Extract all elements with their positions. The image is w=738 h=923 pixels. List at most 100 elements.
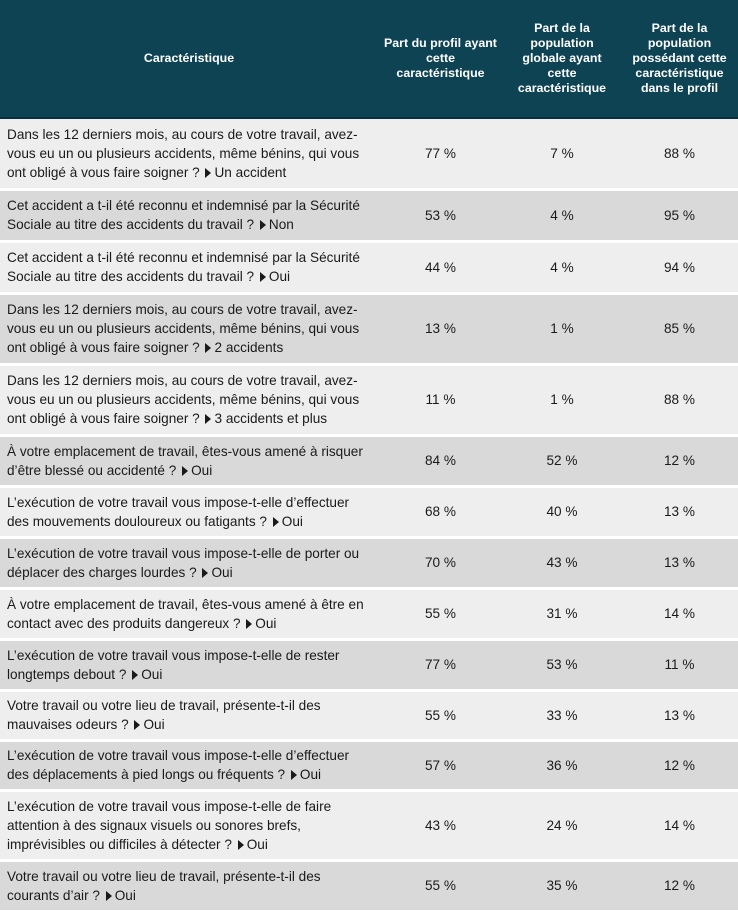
answer-text: Oui [211, 564, 233, 580]
value-part-population-globale: 35 % [503, 860, 621, 913]
value-part-population-globale: 7 % [503, 118, 621, 191]
value-part-population-globale: 40 % [503, 486, 621, 539]
value-part-population-globale: 1 % [503, 364, 621, 437]
row-characteristic: Cet accident a t-il été reconnu et indem… [0, 189, 378, 243]
row-characteristic: L’exécution de votre travail vous impose… [0, 486, 378, 539]
row-characteristic: L’exécution de votre travail vous impose… [0, 790, 378, 862]
table-row: À votre emplacement de travail, êtes-vou… [0, 588, 738, 641]
answer-text: Non [268, 217, 294, 232]
value-part-du-profil: 68 % [378, 486, 503, 539]
value-part-population-dans-profil: 11 % [621, 639, 738, 692]
question-text: Dans les 12 derniers mois, au cours de v… [7, 126, 360, 180]
answer-text: Oui [246, 836, 268, 852]
value-part-du-profil: 43 % [378, 790, 503, 862]
answer-text: Oui [281, 513, 303, 529]
triangle-right-icon [237, 839, 244, 850]
question-text: L’exécution de votre travail vous impose… [7, 748, 350, 782]
question-text: L’exécution de votre travail vous impose… [7, 494, 350, 529]
question-text: Votre travail ou votre lieu de travail, … [7, 868, 321, 903]
question-text: L’exécution de votre travail vous impose… [7, 545, 360, 580]
answer-text: Oui [114, 887, 136, 903]
triangle-right-icon [205, 414, 212, 424]
value-part-population-dans-profil: 94 % [621, 241, 738, 295]
value-part-population-dans-profil: 14 % [621, 790, 738, 862]
question-text: À votre emplacement de travail, êtes-vou… [7, 443, 363, 478]
triangle-right-icon [205, 167, 212, 178]
row-characteristic: L’exécution de votre travail vous impose… [0, 639, 378, 692]
question-text: Dans les 12 derniers mois, au cours de v… [7, 373, 360, 426]
triangle-right-icon [259, 220, 266, 230]
value-part-du-profil: 70 % [378, 537, 503, 590]
value-part-population-globale: 33 % [503, 690, 621, 742]
header-part-population-dans-profil: Part de la population possédant cette ca… [621, 0, 738, 119]
value-part-population-dans-profil: 85 % [621, 293, 738, 366]
value-part-population-dans-profil: 12 % [621, 860, 738, 913]
triangle-right-icon [182, 465, 189, 476]
row-characteristic: Cet accident a t-il été reconnu et indem… [0, 241, 378, 295]
triangle-right-icon [259, 272, 266, 282]
answer-text: Oui [191, 462, 213, 478]
table-header-row: Caractéristique Part du profil ayant cet… [0, 0, 738, 119]
table-row: Cet accident a t-il été reconnu et indem… [0, 241, 738, 295]
header-caracteristique: Caractéristique [0, 0, 378, 119]
value-part-population-dans-profil: 88 % [621, 364, 738, 437]
question-text: Dans les 12 derniers mois, au cours de v… [7, 302, 360, 355]
value-part-population-globale: 43 % [503, 537, 621, 590]
row-characteristic: Votre travail ou votre lieu de travail, … [0, 860, 378, 913]
value-part-population-globale: 52 % [503, 435, 621, 488]
row-characteristic: Votre travail ou votre lieu de travail, … [0, 690, 378, 742]
answer-text: 2 accidents [214, 340, 284, 355]
value-part-population-dans-profil: 12 % [621, 435, 738, 488]
question-text: L’exécution de votre travail vous impose… [7, 798, 332, 852]
value-part-population-globale: 36 % [503, 740, 621, 792]
table-row: Dans les 12 derniers mois, au cours de v… [0, 118, 738, 191]
value-part-du-profil: 77 % [378, 118, 503, 191]
triangle-right-icon [246, 618, 253, 629]
value-part-du-profil: 13 % [378, 293, 503, 366]
table-row: Votre travail ou votre lieu de travail, … [0, 690, 738, 742]
row-characteristic: À votre emplacement de travail, êtes-vou… [0, 435, 378, 488]
value-part-population-dans-profil: 88 % [621, 118, 738, 191]
table-row: Cet accident a t-il été reconnu et indem… [0, 189, 738, 243]
table-row: Votre travail ou votre lieu de travail, … [0, 860, 738, 913]
table-body: Dans les 12 derniers mois, au cours de v… [0, 118, 738, 913]
answer-text: Oui [143, 717, 165, 732]
value-part-du-profil: 55 % [378, 860, 503, 913]
question-text: Cet accident a t-il été reconnu et indem… [7, 198, 360, 232]
table-row: L’exécution de votre travail vous impose… [0, 790, 738, 862]
value-part-population-dans-profil: 95 % [621, 189, 738, 243]
answer-text: Un accident [214, 164, 287, 180]
row-characteristic: L’exécution de votre travail vous impose… [0, 537, 378, 590]
table-row: À votre emplacement de travail, êtes-vou… [0, 435, 738, 488]
triangle-right-icon [134, 720, 141, 730]
value-part-du-profil: 53 % [378, 189, 503, 243]
value-part-population-dans-profil: 13 % [621, 690, 738, 742]
table-row: Dans les 12 derniers mois, au cours de v… [0, 293, 738, 366]
triangle-right-icon [272, 516, 279, 527]
value-part-du-profil: 84 % [378, 435, 503, 488]
table-row: Dans les 12 derniers mois, au cours de v… [0, 364, 738, 437]
value-part-population-dans-profil: 13 % [621, 537, 738, 590]
table-row: L’exécution de votre travail vous impose… [0, 486, 738, 539]
row-characteristic: Dans les 12 derniers mois, au cours de v… [0, 364, 378, 437]
value-part-population-globale: 53 % [503, 639, 621, 692]
triangle-right-icon [290, 770, 297, 780]
value-part-du-profil: 55 % [378, 690, 503, 742]
header-part-population-globale: Part de la population globale ayant cett… [503, 0, 621, 119]
table-row: L’exécution de votre travail vous impose… [0, 639, 738, 692]
row-characteristic: L’exécution de votre travail vous impose… [0, 740, 378, 792]
value-part-population-dans-profil: 14 % [621, 588, 738, 641]
row-characteristic: Dans les 12 derniers mois, au cours de v… [0, 293, 378, 366]
row-characteristic: À votre emplacement de travail, êtes-vou… [0, 588, 378, 641]
value-part-population-globale: 31 % [503, 588, 621, 641]
value-part-du-profil: 57 % [378, 740, 503, 792]
triangle-right-icon [202, 567, 209, 578]
question-text: Cet accident a t-il été reconnu et indem… [7, 250, 360, 284]
answer-text: Oui [268, 269, 291, 284]
table-row: L’exécution de votre travail vous impose… [0, 537, 738, 590]
value-part-population-globale: 24 % [503, 790, 621, 862]
question-text: À votre emplacement de travail, êtes-vou… [7, 596, 364, 631]
answer-text: Oui [299, 767, 322, 782]
row-characteristic: Dans les 12 derniers mois, au cours de v… [0, 118, 378, 191]
